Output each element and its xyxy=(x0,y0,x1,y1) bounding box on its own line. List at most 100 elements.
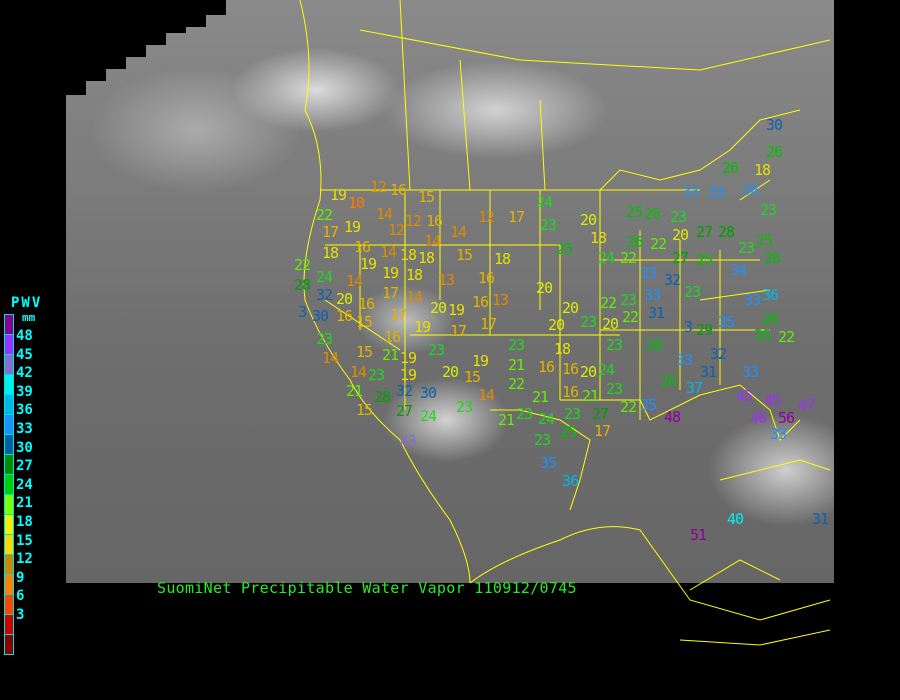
station-pwv-label: 32 xyxy=(396,382,413,400)
station-pwv-label: 17 xyxy=(382,284,399,302)
station-pwv-label: 35 xyxy=(718,313,735,331)
station-pwv-label: 25 xyxy=(696,251,713,269)
station-pwv-label: 47 xyxy=(798,396,815,414)
station-pwv-label: 26 xyxy=(722,159,739,177)
station-pwv-label: 18 xyxy=(322,244,339,262)
legend-label: 33 xyxy=(16,421,33,437)
station-pwv-label: 17 xyxy=(390,306,407,324)
legend-label: 6 xyxy=(16,588,25,605)
station-pwv-label: 28 xyxy=(374,388,391,406)
station-pwv-label: 35 xyxy=(540,454,557,472)
station-pwv-label: 28 xyxy=(294,276,311,294)
station-pwv-label: 17 xyxy=(594,422,611,440)
station-pwv-label: 30 xyxy=(766,116,783,134)
station-pwv-label: 23 xyxy=(606,380,623,398)
station-pwv-label: 16 xyxy=(472,293,489,311)
station-pwv-label: 17 xyxy=(322,223,339,241)
station-pwv-label: 56 xyxy=(778,409,795,427)
station-pwv-label: 24 xyxy=(598,249,615,267)
legend-label: 42 xyxy=(16,365,33,382)
station-pwv-label: 16 xyxy=(358,295,375,313)
station-pwv-label: 16 xyxy=(390,181,407,199)
station-pwv-label: 19 xyxy=(472,352,489,370)
station-pwv-label: 29 xyxy=(696,321,713,339)
station-pwv-label: 15 xyxy=(464,368,481,386)
station-pwv-label: 20 xyxy=(336,290,353,308)
legend-swatch xyxy=(4,574,14,595)
station-pwv-label: 23 xyxy=(684,283,701,301)
legend-swatch xyxy=(4,554,14,575)
station-pwv-label: 19 xyxy=(344,218,361,236)
station-pwv-label: 26 xyxy=(646,336,663,354)
station-pwv-label: 13 xyxy=(438,271,455,289)
station-pwv-label: 16 xyxy=(538,358,555,376)
station-pwv-label: 26 xyxy=(754,326,771,344)
station-pwv-label: 23 xyxy=(456,398,473,416)
station-pwv-label: 22 xyxy=(600,294,617,312)
station-pwv-label: 19 xyxy=(330,186,347,204)
station-pwv-label: 27 xyxy=(696,223,713,241)
station-pwv-label: 33 xyxy=(744,291,761,309)
station-pwv-label: 23 xyxy=(760,201,777,219)
station-pwv-label: 20 xyxy=(430,299,447,317)
station-pwv-label: 33 xyxy=(682,183,699,201)
station-pwv-label: 19 xyxy=(360,255,377,273)
station-pwv-label: 23 xyxy=(540,216,557,234)
map-caption: SuomiNet Precipitable Water Vapor 110912… xyxy=(157,579,577,597)
station-pwv-label: 27 xyxy=(592,405,609,423)
station-pwv-label: 19 xyxy=(400,349,417,367)
station-pwv-label: 13 xyxy=(492,291,509,309)
station-pwv-label: 24 xyxy=(316,268,333,286)
station-pwv-label: 26 xyxy=(660,372,677,390)
station-pwv-label: 14 xyxy=(380,243,397,261)
legend-label: 24 xyxy=(16,476,33,493)
station-pwv-label: 21 xyxy=(382,346,399,364)
station-pwv-label: 22 xyxy=(620,249,637,267)
station-pwv-label: 15 xyxy=(456,246,473,264)
station-pwv-label: 15 xyxy=(356,343,373,361)
legend-swatch xyxy=(4,354,14,375)
station-pwv-label: 23 xyxy=(428,341,445,359)
station-pwv-label: 12 xyxy=(405,212,422,230)
legend-swatch xyxy=(4,474,14,495)
station-pwv-label: 23 xyxy=(620,291,637,309)
legend-label: 3 xyxy=(16,607,25,623)
station-pwv-label: 22 xyxy=(620,398,637,416)
station-pwv-label: 23 xyxy=(534,431,551,449)
station-pwv-label: 14 xyxy=(478,386,495,404)
station-pwv-label: 51 xyxy=(690,526,707,544)
station-pwv-label: 23 xyxy=(606,336,623,354)
station-pwv-label: 48 xyxy=(664,408,681,426)
station-pwv-label: 14 xyxy=(322,349,339,367)
station-pwv-label: 20 xyxy=(672,226,689,244)
station-pwv-label: 25 xyxy=(560,423,577,441)
station-pwv-label: 21 xyxy=(498,411,515,429)
station-pwv-label: 16 xyxy=(426,212,443,230)
legend-label: 30 xyxy=(16,439,33,456)
station-pwv-label: 27 xyxy=(396,402,413,420)
station-pwv-label: 16 xyxy=(384,328,401,346)
station-pwv-label: 21 xyxy=(582,387,599,405)
station-pwv-label: 46 xyxy=(750,409,767,427)
station-pwv-label: 40 xyxy=(727,510,744,528)
station-pwv-label: 27 xyxy=(672,249,689,267)
station-pwv-label: 33 xyxy=(640,264,657,282)
station-pwv-label: 43 xyxy=(400,432,417,450)
station-pwv-label: 12 xyxy=(478,208,495,226)
station-pwv-label: 23 xyxy=(368,366,385,384)
legend-swatch xyxy=(4,514,14,535)
legend-label: 36 xyxy=(16,402,33,419)
legend-swatch xyxy=(4,394,14,415)
station-pwv-label: 22 xyxy=(508,375,525,393)
station-pwv-label: 30 xyxy=(420,384,437,402)
station-pwv-label: 33 xyxy=(742,363,759,381)
station-pwv-label: 34 xyxy=(730,261,747,279)
station-pwv-label: 33 xyxy=(676,351,693,369)
station-pwv-label: 36 xyxy=(562,472,579,490)
station-pwv-label: 17 xyxy=(508,208,525,226)
station-pwv-label: 28 xyxy=(718,223,735,241)
legend-label: 9 xyxy=(16,569,25,586)
station-pwv-label: 3 xyxy=(684,318,693,336)
station-pwv-label: 24 xyxy=(536,193,553,211)
